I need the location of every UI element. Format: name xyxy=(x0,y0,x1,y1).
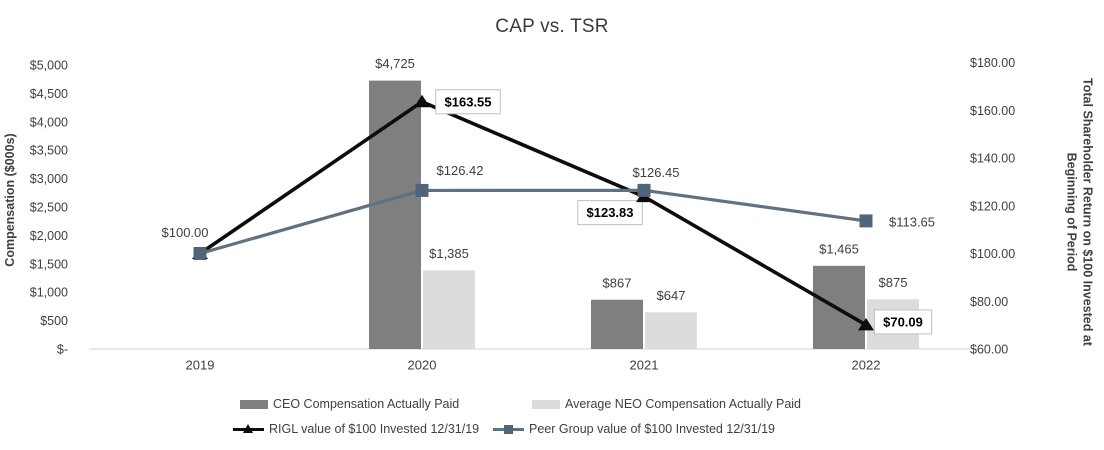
chart-title: CAP vs. TSR xyxy=(495,16,609,37)
line-marker-triangle-2020 xyxy=(414,94,430,108)
left-axis-tick-label: $2,000 xyxy=(30,229,68,243)
bar-label-ceo-2022: $1,465 xyxy=(819,241,859,256)
series-line-peer xyxy=(199,188,867,256)
point-label-rigl-2021: $123.83 xyxy=(587,205,634,220)
legend-label-peer: Peer Group value of $100 Invested 12/31/… xyxy=(529,422,776,436)
legend-item-neo: Average NEO Compensation Actually Paid xyxy=(532,397,801,411)
left-axis-tick-label: $3,500 xyxy=(30,144,68,158)
point-label-rigl-2022: $70.09 xyxy=(883,314,923,329)
right-axis-title-line2: Beginning of Period xyxy=(1064,152,1078,272)
line-marker-square-2020 xyxy=(415,183,429,197)
legend-square-marker-icon xyxy=(504,424,513,434)
category-label: 2020 xyxy=(408,358,437,373)
legend-swatch-peer xyxy=(493,423,524,436)
legend-swatch-ceo xyxy=(240,399,268,409)
left-axis-tick-label: $- xyxy=(57,343,68,357)
point-label-box-rigl-2020 xyxy=(435,89,501,115)
point-label-rigl-2020: $163.55 xyxy=(445,94,492,109)
point-label-rigl-2019: $100.00 xyxy=(162,225,209,240)
legend-swatch-neo xyxy=(532,399,560,409)
point-label-peer-2020: $126.42 xyxy=(437,163,484,178)
line-marker-square-2021 xyxy=(637,183,651,197)
bar-label-average-2021: $647 xyxy=(657,288,686,303)
series-line-rigl xyxy=(198,99,867,327)
right-axis-tick-label: $160.00 xyxy=(970,104,1015,118)
right-axis-tick-label: $80.00 xyxy=(970,295,1008,309)
legend-triangle-marker-icon xyxy=(243,423,253,433)
right-axis-tick-label: $60.00 xyxy=(970,343,1008,357)
left-axis-tick-label: $5,000 xyxy=(30,59,68,73)
category-label: 2019 xyxy=(186,358,215,373)
right-axis-title-line1: Total Shareholder Return on $100 Investe… xyxy=(1080,78,1095,346)
legend-item-peer: Peer Group value of $100 Invested 12/31/… xyxy=(493,422,775,436)
left-axis-tick-label: $4,000 xyxy=(30,115,68,129)
right-axis-tick-label: $100.00 xyxy=(970,247,1015,261)
right-axis-tick-label: $120.00 xyxy=(970,199,1015,213)
line-marker-square-2022 xyxy=(859,214,873,228)
line-marker-square-2019 xyxy=(193,247,207,260)
category-label: 2021 xyxy=(630,358,659,373)
legend-label-rigl: RIGL value of $100 Invested 12/31/19 xyxy=(269,422,480,436)
legend-item-ceo: CEO Compensation Actually Paid xyxy=(240,397,459,411)
right-axis-tick-label: $140.00 xyxy=(970,152,1015,166)
legend-label-neo: Average NEO Compensation Actually Paid xyxy=(565,397,802,411)
point-label-peer-2021: $126.45 xyxy=(633,165,680,180)
line-marker-triangle-2022 xyxy=(858,317,874,331)
left-axis-tick-label: $1,000 xyxy=(30,286,68,300)
right-axis-title: Total Shareholder Return on $100 Investe… xyxy=(1063,78,1096,346)
left-axis-tick-label: $2,500 xyxy=(30,201,68,215)
legend-label-ceo: CEO Compensation Actually Paid xyxy=(273,397,460,411)
legend-item-rigl: RIGL value of $100 Invested 12/31/19 xyxy=(233,422,479,436)
bar-ceo-2020 xyxy=(369,80,421,350)
bar-label-ceo-2020: $4,725 xyxy=(375,56,415,71)
point-label-box-rigl-2021 xyxy=(577,200,643,226)
point-label-peer-2022: $113.65 xyxy=(889,214,935,229)
bar-ceo-2021 xyxy=(591,299,643,349)
left-axis-tick-label: $500 xyxy=(40,314,68,328)
bar-average-2021 xyxy=(645,312,697,349)
left-axis-tick-label: $1,500 xyxy=(30,257,68,271)
bar-label-average-2022: $875 xyxy=(879,275,908,290)
category-label: 2022 xyxy=(852,358,881,373)
bar-average-2020 xyxy=(423,270,475,349)
legend-swatch-rigl xyxy=(233,423,264,436)
right-axis-tick-label: $180.00 xyxy=(970,56,1015,70)
left-axis-tick-label: $4,500 xyxy=(30,87,68,101)
left-axis-tick-label: $3,000 xyxy=(30,172,68,186)
bar-label-ceo-2021: $867 xyxy=(603,275,632,290)
point-label-box-rigl-2022 xyxy=(873,309,933,335)
bar-label-average-2020: $1,385 xyxy=(429,246,469,261)
left-axis-title: Compensation ($000s) xyxy=(3,133,17,267)
